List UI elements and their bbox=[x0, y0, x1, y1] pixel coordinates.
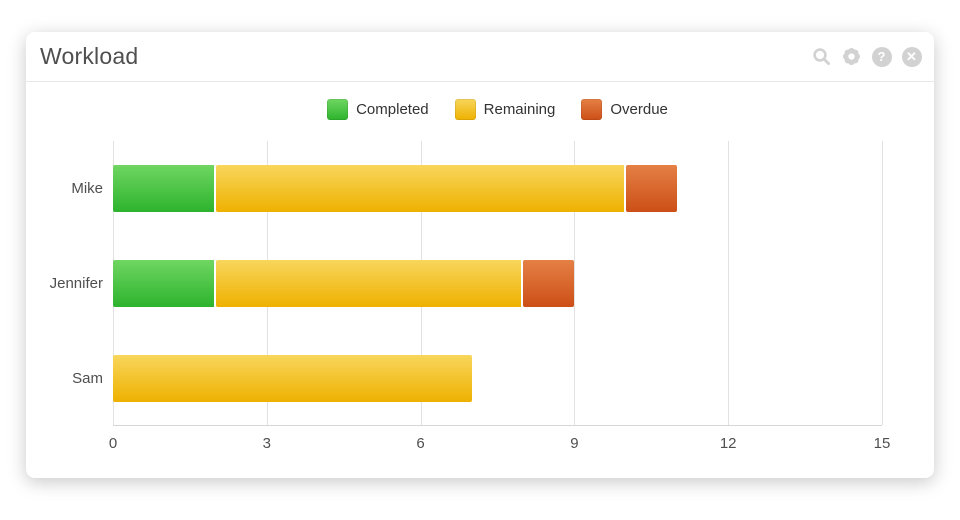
page-title: Workload bbox=[40, 43, 139, 69]
close-icon[interactable]: ✕ bbox=[901, 46, 922, 67]
gridline-x9 bbox=[574, 141, 576, 425]
bar-segment-remaining-jennifer[interactable] bbox=[215, 260, 524, 307]
settings-icon[interactable] bbox=[841, 46, 862, 67]
bar-segment-overdue-mike[interactable] bbox=[625, 165, 677, 212]
x-tick-label-3: 3 bbox=[262, 435, 271, 452]
x-tick-label-0: 0 bbox=[108, 435, 118, 452]
legend-label: Completed bbox=[356, 101, 429, 118]
bar-track bbox=[113, 165, 882, 212]
bar-track bbox=[113, 260, 882, 307]
widget-toolbar: ? ✕ bbox=[811, 46, 922, 67]
legend-item-remaining[interactable]: Remaining bbox=[454, 99, 556, 120]
workload-chart: Mike Jennifer Sam bbox=[26, 141, 883, 426]
legend-label: Overdue bbox=[610, 101, 668, 118]
help-icon-glyph: ? bbox=[871, 46, 892, 67]
x-tick-label-15: 15 bbox=[873, 435, 891, 452]
bar-row-mike bbox=[113, 141, 882, 236]
help-icon[interactable]: ? bbox=[871, 46, 892, 67]
bar-segment-completed-mike[interactable] bbox=[113, 165, 216, 212]
bar-segment-remaining-mike[interactable] bbox=[215, 165, 626, 212]
category-label-sam: Sam bbox=[72, 370, 103, 387]
category-label-jennifer: Jennifer bbox=[49, 275, 103, 292]
x-axis: 0 3 6 9 12 15 bbox=[109, 426, 891, 458]
x-tick-label-12: 12 bbox=[719, 435, 737, 452]
workload-widget: Workload ? ✕ Complete bbox=[26, 32, 934, 478]
legend-swatch bbox=[327, 99, 349, 120]
legend-item-completed[interactable]: Completed bbox=[327, 99, 429, 120]
bar-segment-completed-jennifer[interactable] bbox=[113, 260, 216, 307]
widget-header: Workload ? ✕ bbox=[26, 32, 934, 82]
x-tick-label-9: 9 bbox=[570, 435, 579, 452]
gridline-x12 bbox=[728, 141, 730, 425]
bar-row-sam bbox=[113, 331, 882, 426]
x-tick-label-6: 6 bbox=[416, 435, 425, 452]
bar-track bbox=[113, 355, 882, 402]
category-axis: Mike Jennifer Sam bbox=[26, 141, 113, 426]
legend-swatch bbox=[454, 99, 476, 120]
chart-legend: Completed Remaining Overdue bbox=[113, 98, 882, 121]
bar-segment-remaining-sam[interactable] bbox=[113, 355, 472, 402]
gridline-x15 bbox=[882, 141, 883, 425]
legend-swatch bbox=[581, 99, 603, 120]
close-icon-glyph: ✕ bbox=[901, 46, 922, 67]
search-icon[interactable] bbox=[811, 46, 832, 67]
plot-area bbox=[113, 141, 883, 426]
bar-segment-overdue-jennifer[interactable] bbox=[523, 260, 575, 307]
legend-item-overdue[interactable]: Overdue bbox=[581, 99, 668, 120]
legend-label: Remaining bbox=[483, 101, 556, 118]
category-label-mike: Mike bbox=[71, 180, 103, 197]
bar-row-jennifer bbox=[113, 236, 882, 331]
